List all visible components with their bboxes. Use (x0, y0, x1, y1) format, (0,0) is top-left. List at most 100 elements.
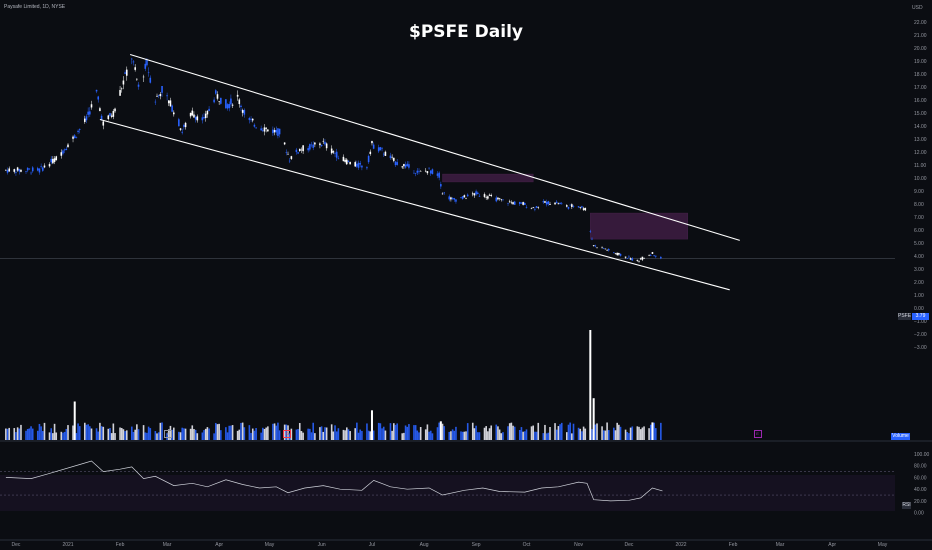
channel-upper-line (129, 53, 740, 241)
volume-bar (40, 426, 42, 440)
candle-body (408, 164, 410, 168)
candle-body (320, 144, 323, 146)
candle-body (208, 108, 210, 112)
volume-bar (166, 433, 168, 440)
channel-lower-line (99, 118, 730, 291)
volume-bar (520, 427, 523, 440)
volume-bar (607, 430, 610, 440)
candle-body (275, 129, 278, 133)
time-tick-label: Aug (420, 542, 429, 548)
event-marker[interactable]: E (164, 430, 173, 438)
volume-spike (589, 330, 592, 440)
volume-bar (125, 430, 128, 440)
candle-body (330, 148, 333, 154)
volume-bar (453, 430, 456, 440)
volume-bar (8, 427, 11, 440)
candle-body (184, 122, 187, 128)
volume-bar (490, 425, 493, 440)
volume-bar (83, 422, 86, 440)
candle-body (602, 248, 605, 249)
candle-body (443, 192, 445, 194)
candle-body (418, 170, 420, 172)
candle-body (455, 199, 457, 202)
volume-bar (137, 429, 140, 440)
candle-body (345, 159, 348, 165)
volume-bar (13, 428, 16, 440)
volume-bar (204, 428, 207, 440)
time-tick-label: May (265, 542, 275, 548)
candle-body (594, 245, 597, 247)
candle-body (137, 84, 140, 87)
rsi-badge[interactable]: RSI (902, 502, 911, 509)
candle-body (154, 101, 157, 103)
candle-body (451, 198, 454, 199)
volume-bar (124, 431, 126, 440)
volume-bar (183, 428, 185, 440)
candle-body (535, 206, 538, 208)
candle-body (582, 208, 585, 210)
candle-body (522, 202, 524, 205)
event-marker[interactable]: E (753, 430, 762, 438)
volume-bar (275, 425, 278, 440)
candle-body (406, 163, 409, 167)
price-tick-label: −2.00 (914, 332, 927, 338)
candle-body (230, 98, 232, 105)
candle-body (78, 128, 81, 130)
candle-body (641, 256, 644, 260)
volume-bar (419, 427, 422, 440)
candle-body (290, 156, 293, 159)
price-tick-label: 22.00 (914, 20, 927, 26)
volume-bar (534, 431, 536, 440)
volume-spike (592, 398, 595, 440)
volume-bar (262, 427, 264, 440)
volume-bar (97, 431, 100, 440)
candle-body (361, 165, 363, 168)
volume-bar (500, 433, 503, 440)
volume-bar (636, 426, 639, 440)
candle-body (565, 205, 568, 207)
candle-body (584, 207, 587, 211)
volume-badge[interactable]: Volume (891, 433, 910, 440)
candle-body (651, 252, 654, 254)
volume-bar (638, 426, 640, 440)
candle-body (324, 141, 326, 145)
event-marker[interactable]: D (283, 430, 292, 438)
candle-body (253, 124, 256, 127)
volume-bar (251, 428, 254, 440)
candle-body (592, 245, 595, 247)
candle-body (62, 150, 64, 154)
volume-bar (367, 430, 370, 440)
candle-body (554, 202, 556, 205)
candle-body (508, 201, 511, 202)
time-tick-label: Jun (318, 542, 326, 548)
candle-body (525, 207, 528, 208)
volume-bar (226, 432, 229, 440)
candle-body (429, 170, 432, 174)
price-tick-label: 9.00 (914, 189, 924, 195)
candle-body (99, 108, 101, 112)
candle-body (201, 117, 204, 121)
candle-body (97, 96, 100, 100)
price-tick-label: 2.00 (914, 280, 924, 286)
candle-body (629, 258, 632, 260)
rsi-tick-label: 20.00 (914, 499, 927, 505)
candle-body (359, 163, 362, 165)
volume-bar (441, 423, 444, 440)
volume-bar (320, 426, 323, 440)
candle-body (649, 255, 652, 256)
volume-bar (349, 431, 351, 440)
candle-body (624, 256, 627, 258)
candle-body (218, 101, 220, 102)
volume-bar (5, 428, 7, 440)
candle-body (298, 148, 301, 151)
candle-body (265, 127, 267, 129)
price-tick-label: 3.00 (914, 267, 924, 273)
volume-bar (554, 423, 556, 440)
volume-bar (72, 425, 74, 440)
price-tick-label: 12.00 (914, 150, 927, 156)
candle-body (441, 193, 444, 195)
volume-bar (512, 425, 514, 440)
volume-bar (381, 428, 383, 440)
currency-label: USD (912, 5, 923, 11)
